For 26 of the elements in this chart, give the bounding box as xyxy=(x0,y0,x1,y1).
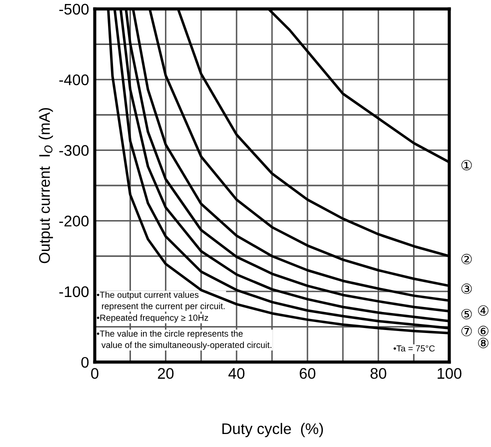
series-label: ⑦ xyxy=(461,326,472,336)
annotation: •Ta = 75°C xyxy=(394,345,435,352)
y-axis-title: Output current I$_{O}$ (mA) xyxy=(38,108,53,264)
text: ④ xyxy=(478,305,488,316)
text: ⑥ xyxy=(478,326,488,336)
x-tick-label: 20 xyxy=(158,368,174,379)
annotation: •The output current values represent the current per circuit. xyxy=(96,291,225,311)
x-tick-label: 60 xyxy=(300,368,316,379)
x-tick-label: 40 xyxy=(228,368,244,379)
annotation: •The value in the circle represents the value of the simultaneously-operated circuit. xyxy=(96,330,272,350)
x-tick-label: 0 xyxy=(91,368,98,379)
x-tick-label: 100 xyxy=(438,368,462,379)
series-label: ③ xyxy=(461,284,472,294)
annotation: •Repeated frequency ≥ 10Hz xyxy=(96,314,208,323)
series-label: ① xyxy=(461,160,472,170)
y-tick-label: -400 xyxy=(59,74,89,86)
x-axis-title: Duty cycle (%) xyxy=(222,422,323,438)
series-label: ② xyxy=(461,254,472,264)
x-tick-label: 80 xyxy=(370,368,386,379)
y-tick-label: 0 xyxy=(81,356,89,368)
text: ⑧ xyxy=(478,338,488,348)
y-tick-label: -300 xyxy=(59,145,89,156)
series-label: ⑤ xyxy=(461,308,472,320)
y-tick-label: -100 xyxy=(59,286,89,298)
y-tick-label: -200 xyxy=(59,216,89,227)
y-tick-label: -500 xyxy=(59,4,89,15)
